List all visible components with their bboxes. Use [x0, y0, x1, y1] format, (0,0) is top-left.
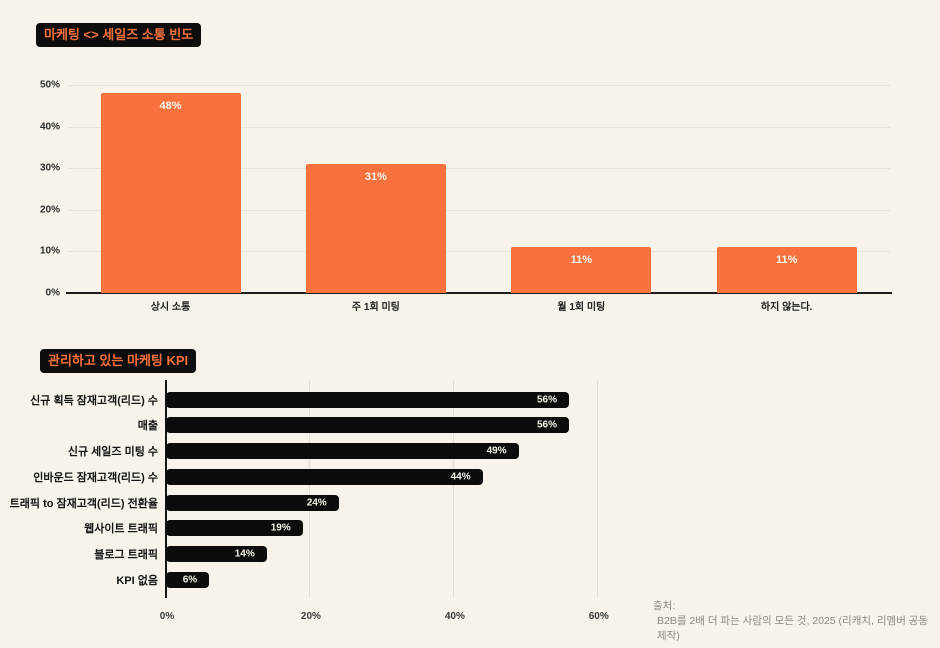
gridline	[68, 168, 890, 170]
category-label: 주 1회 미팅	[351, 302, 400, 313]
y-tick-label: 0%	[45, 287, 60, 299]
bar: 49%	[166, 443, 519, 459]
bar: 56%	[166, 417, 569, 434]
source-citation: 출처: B2B를 2배 더 파는 사람의 모든 것, 2025 (리캐치, 리멤…	[653, 599, 940, 644]
gridline	[68, 209, 890, 211]
category-label: 신규 획득 잠재고객(리드) 수	[30, 394, 158, 407]
category-label: 월 1회 미팅	[557, 302, 606, 313]
bar: 56%	[166, 391, 569, 408]
category-label: 블로그 트래픽	[94, 549, 158, 561]
category-label: 매출	[137, 420, 158, 433]
bar: 19%	[166, 520, 303, 537]
bar-value-label: 56%	[536, 419, 557, 431]
x-tick-label: 0%	[159, 611, 175, 622]
source-text: B2B를 2배 더 파는 사람의 모든 것, 2025 (리캐치, 리멤버 공동…	[657, 615, 929, 642]
y-tick-label: 10%	[39, 245, 60, 257]
bar-value-label: 44%	[450, 471, 471, 483]
chart1-title-badge: 마케팅 <> 세일즈 소통 빈도	[36, 23, 202, 47]
gridline	[68, 126, 890, 128]
y-tick-label: 50%	[39, 79, 60, 91]
y-axis-line	[165, 380, 167, 598]
x-axis-line	[66, 292, 892, 294]
x-tick-label: 60%	[588, 611, 609, 622]
bar: 11%	[716, 247, 857, 293]
gridline	[68, 85, 890, 86]
category-label: 하지 않는다.	[760, 302, 813, 313]
bar-value-label: 24%	[306, 497, 327, 508]
category-label: 인바운드 잠재고객(리드) 수	[33, 471, 158, 484]
bar: 44%	[166, 468, 483, 485]
bar-value-label: 56%	[536, 394, 557, 405]
bar-value-label: 48%	[159, 100, 182, 113]
category-label: KPI 없음	[116, 574, 158, 587]
category-label: 트래픽 to 잠재고객(리드) 전환율	[9, 497, 158, 510]
bar: 48%	[100, 93, 241, 293]
gridline	[68, 251, 890, 253]
bar-value-label: 11%	[775, 254, 798, 267]
gridline	[596, 380, 598, 598]
bar-value-label: 11%	[570, 254, 592, 267]
gridline	[308, 380, 310, 598]
chart2-title-badge: 관리하고 있는 마케팅 KPI	[40, 349, 197, 373]
y-tick-label: 30%	[39, 162, 60, 174]
bar: 31%	[305, 164, 446, 293]
y-tick-label: 20%	[39, 204, 60, 216]
category-label: 상시 소통	[150, 302, 191, 313]
source-label: 출처:	[653, 600, 676, 612]
gridline	[452, 380, 454, 598]
x-tick-label: 20%	[300, 611, 321, 622]
bar: 24%	[166, 494, 339, 511]
bar-value-label: 6%	[182, 574, 198, 586]
category-label: 웹사이트 트래픽	[84, 523, 158, 536]
y-tick-label: 40%	[39, 121, 60, 133]
x-tick-label: 40%	[444, 611, 465, 622]
bar: 11%	[511, 247, 652, 293]
bar-value-label: 14%	[234, 548, 255, 560]
bar-value-label: 31%	[364, 171, 387, 184]
category-label: 신규 세일즈 미팅 수	[67, 446, 158, 458]
bar-value-label: 49%	[486, 445, 507, 457]
bar-value-label: 19%	[270, 522, 291, 534]
bar: 14%	[166, 546, 267, 562]
bar: 6%	[166, 571, 210, 588]
